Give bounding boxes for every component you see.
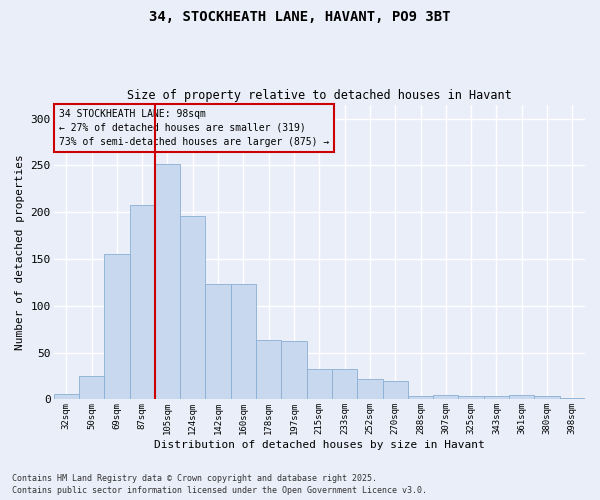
Bar [104,254,130,400]
Bar [256,340,281,400]
Text: 34, STOCKHEATH LANE, HAVANT, PO9 3BT: 34, STOCKHEATH LANE, HAVANT, PO9 3BT [149,10,451,24]
Bar [332,368,357,400]
Bar [383,380,408,400]
Bar [79,376,104,400]
Bar [231,284,256,400]
Y-axis label: Number of detached properties: Number of detached properties [15,154,25,350]
Bar [53,394,79,400]
Bar [535,396,560,400]
Bar [560,398,585,400]
X-axis label: Distribution of detached houses by size in Havant: Distribution of detached houses by size … [154,440,485,450]
Bar [281,342,307,400]
Bar [130,204,155,400]
Text: Contains HM Land Registry data © Crown copyright and database right 2025.
Contai: Contains HM Land Registry data © Crown c… [12,474,427,495]
Bar [307,368,332,400]
Bar [205,284,231,400]
Bar [155,164,180,400]
Bar [509,394,535,400]
Bar [484,396,509,400]
Bar [433,394,458,400]
Bar [357,379,383,400]
Text: 34 STOCKHEATH LANE: 98sqm
← 27% of detached houses are smaller (319)
73% of semi: 34 STOCKHEATH LANE: 98sqm ← 27% of detac… [59,109,329,147]
Bar [180,216,205,400]
Bar [408,396,433,400]
Title: Size of property relative to detached houses in Havant: Size of property relative to detached ho… [127,89,512,102]
Bar [458,396,484,400]
